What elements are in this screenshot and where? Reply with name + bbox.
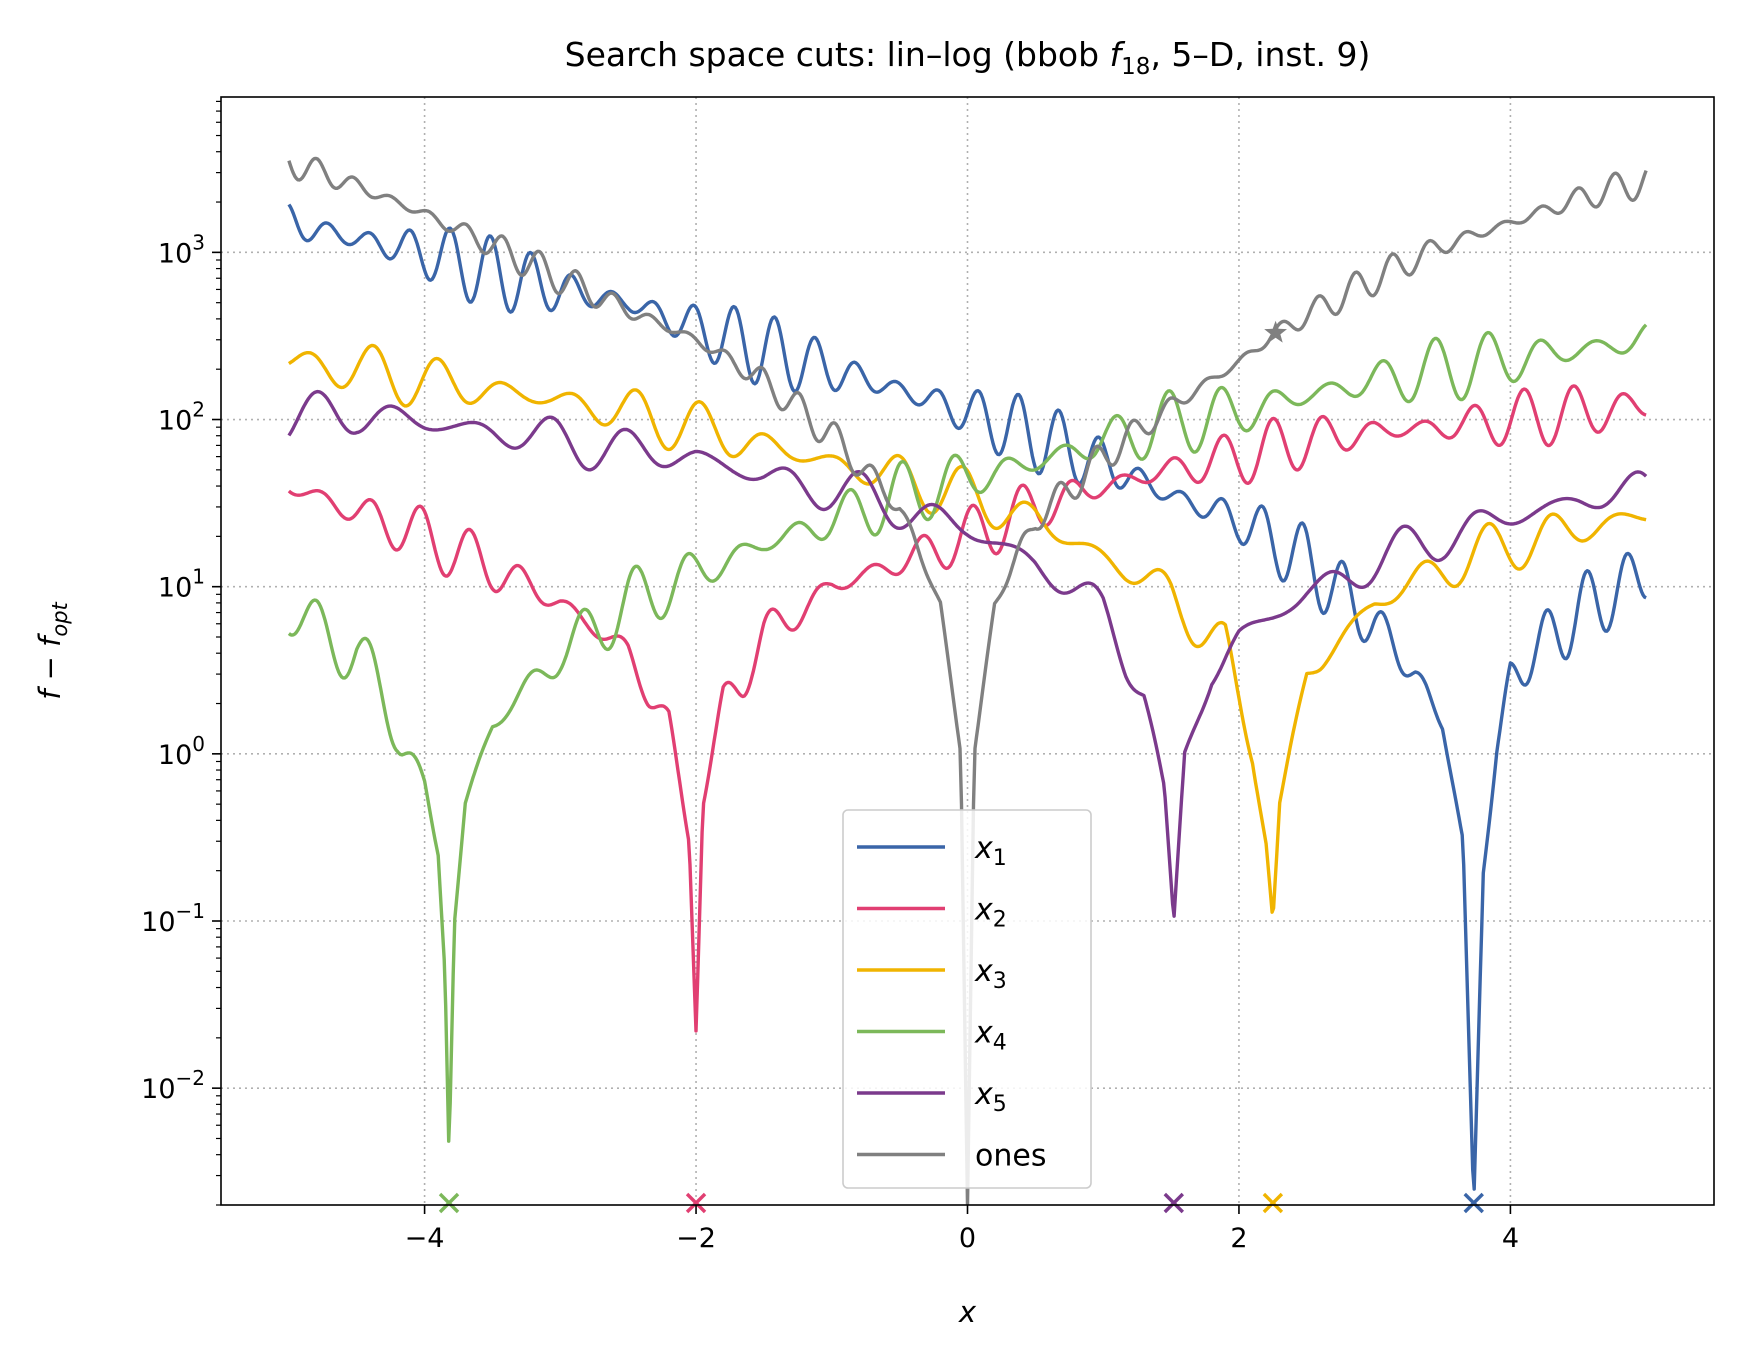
y-tick-label: 100 [158, 732, 205, 771]
y-axis-label: f − fopt [33, 601, 72, 699]
y-tick-label: 103 [158, 230, 205, 269]
y-tick-label: 10−1 [141, 899, 205, 938]
series-line-x2 [287, 384, 1647, 1033]
chart-title: Search space cuts: lin–log (bbob f18, 5–… [565, 35, 1371, 80]
legend-box [842, 809, 1092, 1189]
legend-label-x5: x5 [974, 1077, 1007, 1117]
optimum-marker-x3 [1262, 1192, 1284, 1214]
series-line-x5 [287, 389, 1648, 918]
x-tick-label: −2 [676, 1223, 716, 1254]
legend-label-ones: ones [975, 1139, 1046, 1174]
x-axis-label: x [958, 1295, 977, 1329]
legend-label-x1: x1 [974, 831, 1007, 871]
legend-label-x3: x3 [974, 954, 1007, 994]
series-line-x1 [287, 203, 1647, 1191]
x-tick-label: 4 [1502, 1223, 1519, 1254]
x-tick-label: 0 [959, 1223, 976, 1254]
optimum-marker-x1 [1463, 1192, 1484, 1214]
star-marker-ones [1264, 320, 1287, 343]
legend: x1 x2 x3 x4 x5 ones [842, 809, 1092, 1189]
legend-label-x2: x2 [974, 893, 1007, 933]
x-tick-label: −4 [405, 1223, 445, 1254]
axis-ticks: −4 −2 0 2 4 10−2 10−1 100 101 102 103 [141, 100, 1519, 1254]
series-line-x4 [287, 323, 1648, 1143]
series-lines [287, 156, 1648, 1205]
optimum-marker-x5 [1163, 1192, 1185, 1214]
y-tick-label: 101 [158, 565, 205, 604]
optimum-marker-x4 [438, 1192, 460, 1214]
y-tick-label: 102 [158, 398, 205, 437]
optimum-markers [438, 320, 1484, 1214]
optimum-marker-x2 [685, 1192, 707, 1214]
grid-lines [221, 97, 1714, 1205]
y-tick-label: 10−2 [141, 1066, 205, 1105]
x-tick-label: 2 [1230, 1223, 1247, 1254]
legend-label-x4: x4 [974, 1016, 1007, 1056]
series-line-ones [287, 156, 1648, 1205]
